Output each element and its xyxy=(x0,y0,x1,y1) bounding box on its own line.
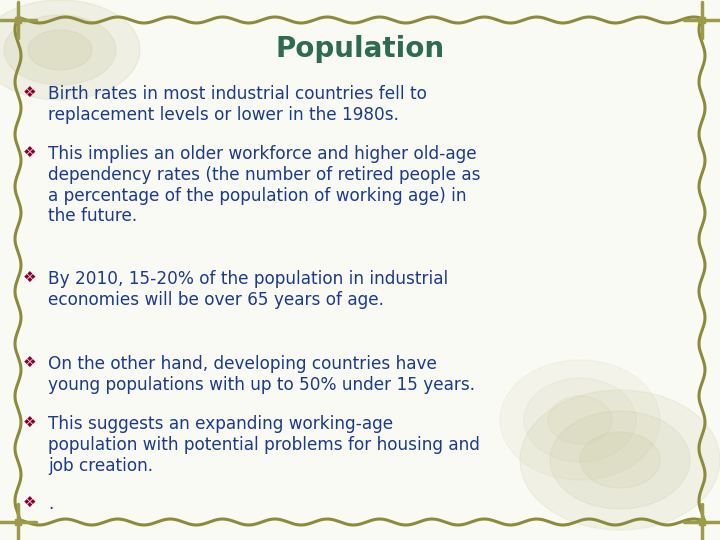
Text: Population: Population xyxy=(276,35,444,63)
Ellipse shape xyxy=(500,360,660,480)
Text: This suggests an expanding working-age
population with potential problems for ho: This suggests an expanding working-age p… xyxy=(48,415,480,475)
Ellipse shape xyxy=(550,411,690,509)
Text: ❖: ❖ xyxy=(23,355,37,370)
Text: On the other hand, developing countries have
young populations with up to 50% un: On the other hand, developing countries … xyxy=(48,355,475,394)
Text: This implies an older workforce and higher old-age
dependency rates (the number : This implies an older workforce and high… xyxy=(48,145,480,225)
Ellipse shape xyxy=(4,15,116,85)
Text: ❖: ❖ xyxy=(23,85,37,100)
Bar xyxy=(699,519,705,525)
Ellipse shape xyxy=(28,30,92,70)
Text: By 2010, 15-20% of the population in industrial
economies will be over 65 years : By 2010, 15-20% of the population in ind… xyxy=(48,270,449,309)
Bar xyxy=(699,17,705,23)
Ellipse shape xyxy=(520,390,720,530)
Text: ❖: ❖ xyxy=(23,145,37,160)
Text: ❖: ❖ xyxy=(23,270,37,285)
Text: ❖: ❖ xyxy=(23,495,37,510)
Ellipse shape xyxy=(548,396,612,444)
Bar xyxy=(15,17,21,23)
Ellipse shape xyxy=(580,432,660,488)
Text: Birth rates in most industrial countries fell to
replacement levels or lower in : Birth rates in most industrial countries… xyxy=(48,85,427,124)
Text: ❖: ❖ xyxy=(23,415,37,430)
Ellipse shape xyxy=(524,378,636,462)
Ellipse shape xyxy=(0,0,140,100)
Bar xyxy=(15,519,21,525)
Text: .: . xyxy=(48,495,53,513)
